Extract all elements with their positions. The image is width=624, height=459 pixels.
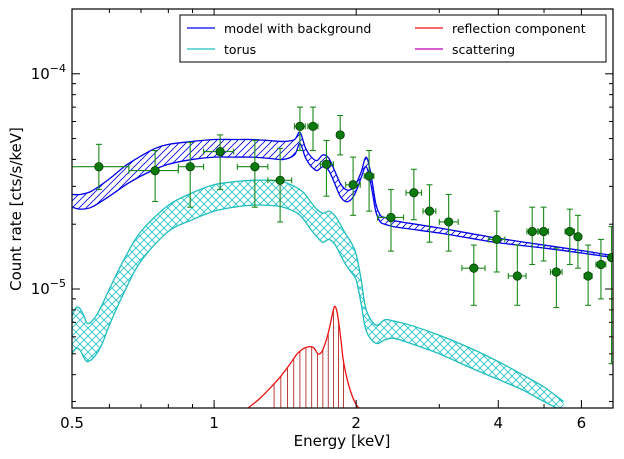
data-point — [72, 143, 130, 191]
data-point — [405, 168, 423, 221]
data-point — [526, 206, 538, 266]
data-point-marker — [150, 165, 160, 176]
data-point — [606, 226, 613, 365]
legend-label-scattering: scattering — [452, 42, 515, 57]
data-point — [422, 184, 437, 243]
data-point — [583, 244, 593, 306]
y-tick-label-base: 10 — [31, 280, 50, 298]
model-band-fill — [72, 132, 613, 258]
data-point-marker — [573, 232, 583, 242]
data-point — [538, 206, 550, 262]
data-point — [363, 149, 375, 212]
data-point — [267, 147, 293, 223]
data-point — [549, 247, 563, 309]
legend-label-reflection: reflection component — [452, 21, 586, 36]
plot-area — [72, 9, 613, 408]
data-point-marker — [551, 267, 561, 277]
data-point-marker — [348, 180, 358, 190]
x-tick-label: 1 — [209, 414, 219, 432]
data-point-marker — [364, 171, 374, 181]
x-tick-label: 4 — [494, 414, 504, 432]
x-tick-label: 6 — [577, 414, 587, 432]
data-point-marker — [583, 271, 593, 281]
data-point-marker — [596, 259, 606, 270]
data-point-marker — [335, 130, 345, 140]
legend-label-torus: torus — [224, 42, 256, 57]
data-point — [319, 139, 334, 197]
data-point-marker — [185, 162, 195, 172]
data-point-marker — [527, 226, 537, 237]
data-point — [345, 156, 361, 216]
data-point-marker — [409, 188, 419, 198]
data-point-marker — [469, 263, 479, 273]
torus-band-lower — [72, 204, 559, 408]
data-point-marker — [94, 162, 104, 172]
data-point — [128, 149, 179, 203]
data-point — [335, 114, 345, 156]
data-point-marker — [444, 217, 454, 227]
data-point — [203, 134, 235, 191]
x-tick-label: 0.5 — [60, 414, 84, 432]
data-point — [307, 106, 319, 152]
torus-band-upper — [72, 179, 564, 403]
data-point-marker — [308, 121, 318, 131]
data-point-marker — [512, 271, 522, 281]
legend-label-model: model with background — [224, 21, 371, 36]
data-point — [236, 139, 269, 208]
data-point-marker — [424, 206, 435, 216]
legend: model with background reflection compone… — [179, 14, 607, 63]
data-point-marker — [215, 146, 225, 157]
data-point-marker — [386, 212, 396, 223]
plot-frame — [71, 8, 614, 409]
data-point-marker — [606, 252, 613, 263]
data-point — [177, 141, 205, 208]
model-band-upper — [72, 131, 613, 257]
reflection-curve — [247, 305, 360, 408]
data-point — [461, 244, 486, 306]
data-points-layer — [72, 106, 613, 365]
data-point — [595, 238, 607, 300]
y-tick-label-exponent: −4 — [50, 62, 66, 75]
x-axis-label: Energy [keV] — [294, 432, 391, 450]
data-point — [507, 244, 527, 306]
series-layer — [72, 131, 613, 408]
data-point-marker — [321, 159, 332, 169]
tick-labels: 0.5 1 2 4 610−410−5 — [31, 62, 586, 432]
y-tick-label: 10−5 — [31, 277, 66, 298]
data-point — [438, 193, 459, 252]
data-point — [377, 188, 405, 252]
y-tick-label-base: 10 — [31, 65, 50, 83]
data-point-marker — [492, 234, 502, 245]
y-axis-label: Count rate [cts/s/keV] — [7, 127, 25, 291]
legend-box — [179, 14, 607, 63]
data-point-marker — [250, 162, 260, 172]
data-point — [293, 106, 306, 152]
data-point-marker — [295, 121, 305, 131]
data-point-marker — [539, 226, 549, 237]
data-point-marker — [565, 226, 575, 237]
torus-band-fill — [72, 180, 564, 408]
data-point — [487, 210, 506, 273]
x-tick-label: 2 — [351, 414, 361, 432]
data-point — [564, 208, 575, 266]
data-point-marker — [275, 175, 285, 185]
data-point — [573, 214, 583, 269]
y-tick-label-exponent: −5 — [50, 277, 66, 290]
y-tick-label: 10−4 — [31, 62, 66, 83]
